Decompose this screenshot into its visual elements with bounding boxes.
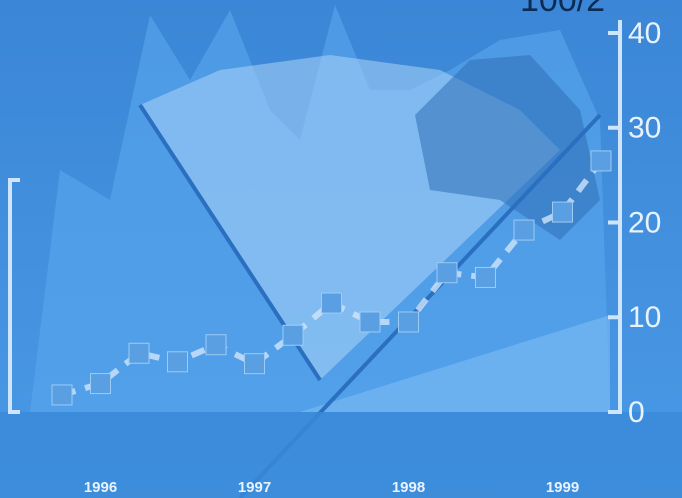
y-tick-label: 20 bbox=[628, 206, 661, 239]
point bbox=[513, 219, 535, 241]
point bbox=[90, 373, 111, 395]
y-tick-label: 40 bbox=[628, 17, 661, 50]
point bbox=[205, 334, 227, 356]
floor bbox=[0, 412, 682, 498]
x-tick-label: 1996 bbox=[84, 479, 117, 496]
left-bracket bbox=[8, 178, 20, 414]
point bbox=[552, 201, 573, 223]
point bbox=[398, 311, 419, 333]
point bbox=[244, 353, 265, 375]
point bbox=[282, 324, 304, 346]
point bbox=[167, 351, 188, 373]
point bbox=[321, 292, 342, 314]
x-tick-label: 1997 bbox=[238, 479, 271, 496]
y-tick-label: 0 bbox=[628, 396, 645, 429]
point bbox=[590, 150, 612, 172]
point bbox=[436, 262, 458, 284]
point bbox=[359, 311, 381, 333]
point bbox=[475, 266, 496, 288]
y-tick-label: 10 bbox=[628, 301, 661, 334]
y-tick-label: 30 bbox=[628, 112, 661, 145]
x-tick-label: 1999 bbox=[546, 479, 579, 496]
wedge bbox=[300, 315, 610, 412]
map-shape bbox=[415, 55, 600, 240]
point bbox=[128, 342, 150, 364]
title: 100/2 bbox=[520, 0, 605, 19]
series-line bbox=[61, 159, 604, 398]
x-tick-label: 1998 bbox=[392, 479, 425, 496]
point bbox=[51, 384, 73, 406]
